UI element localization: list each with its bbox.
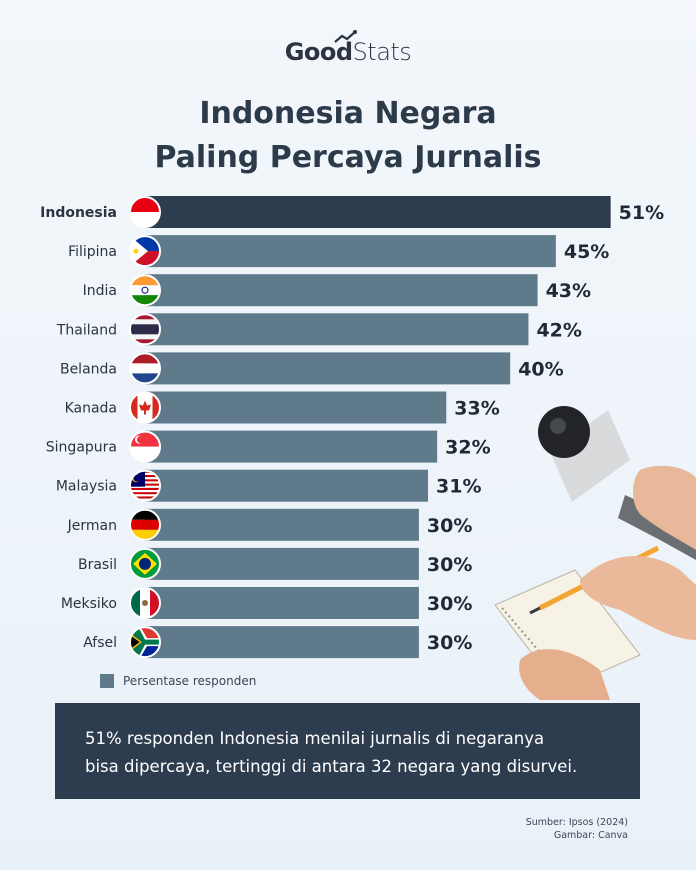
category-label: Thailand: [56, 322, 117, 338]
bar-jerman: [145, 508, 419, 541]
logo-good: Good: [284, 38, 353, 66]
value-label: 31%: [436, 476, 481, 498]
value-label: 51%: [619, 202, 664, 224]
legend-swatch: [100, 674, 114, 688]
title-line-2: Paling Percaya Jurnalis: [154, 140, 542, 175]
category-label: Brasil: [78, 557, 117, 573]
bar-belanda: [145, 352, 511, 385]
bar-kanada: [145, 391, 447, 424]
source-line-2: Gambar: Canva: [553, 830, 628, 841]
category-label: Singapura: [46, 440, 117, 456]
microphone-icon: [538, 406, 696, 560]
bar-india: [145, 274, 538, 307]
bar-thailand: [145, 313, 529, 346]
india-flag-icon: [129, 274, 161, 307]
category-label: India: [83, 283, 117, 299]
germany-flag-icon: [129, 508, 161, 541]
bar-chart: Indonesia 51% Filipina 45% India 43% Thailand 4…: [40, 196, 664, 659]
value-label: 30%: [427, 593, 472, 615]
category-label: Filipina: [68, 244, 117, 260]
bar-meksiko: [145, 587, 419, 619]
value-label: 32%: [445, 437, 490, 459]
malaysia-flag-icon: [129, 469, 161, 502]
value-label: 30%: [427, 515, 472, 537]
bar-filipina: [145, 235, 556, 268]
source-credit: Sumber: Ipsos (2024) Gambar: Canva: [526, 816, 628, 842]
category-label: Kanada: [65, 401, 117, 417]
canada-flag-icon: [129, 391, 161, 424]
value-label: 30%: [427, 632, 472, 654]
value-label: 30%: [427, 554, 472, 576]
writing-hand-icon: [519, 556, 696, 700]
bar-afsel: [145, 626, 419, 659]
journalist-illustration: [494, 406, 696, 700]
mexico-flag-icon: [129, 587, 161, 619]
value-label: 40%: [518, 358, 563, 380]
brazil-flag-icon: [129, 547, 161, 580]
value-label: 45%: [564, 241, 609, 263]
note-line-2: bisa dipercaya, tertinggi di antara 32 n…: [85, 757, 578, 776]
south-africa-flag-icon: [129, 626, 161, 659]
indonesia-flag-icon: [129, 196, 161, 228]
note-line-1: 51% responden Indonesia menilai jurnalis…: [85, 729, 545, 748]
bar-singapura: [145, 430, 438, 463]
chart-legend: Persentase responden: [100, 674, 256, 688]
category-label: Belanda: [60, 361, 117, 377]
logo-stats: Stats: [352, 38, 412, 66]
category-label: Meksiko: [61, 596, 117, 612]
bar-malaysia: [145, 469, 429, 502]
hand-icon: [633, 465, 696, 550]
philippines-flag-icon: [129, 235, 161, 268]
singapore-flag-icon: [129, 430, 161, 463]
value-label: 42%: [536, 319, 581, 341]
category-label: Jerman: [67, 518, 117, 534]
netherlands-flag-icon: [129, 352, 161, 385]
logo-spark-icon: [334, 30, 357, 43]
value-label: 33%: [454, 398, 499, 420]
source-line-1: Sumber: Ipsos (2024): [525, 817, 628, 828]
value-label: 43%: [546, 280, 591, 302]
title-line-1: Indonesia Negara: [199, 96, 497, 131]
bar-brasil: [145, 547, 419, 580]
summary-note: 51% responden Indonesia menilai jurnalis…: [55, 703, 640, 799]
thailand-flag-icon: [129, 313, 161, 346]
goodstats-logo: GoodStats: [0, 30, 696, 66]
category-label: Afsel: [83, 635, 117, 651]
category-label: Indonesia: [40, 205, 117, 221]
legend-label: Persentase responden: [123, 674, 257, 688]
bar-indonesia: [145, 196, 611, 228]
page-title: Indonesia Negara Paling Percaya Jurnalis: [0, 92, 696, 180]
category-label: Malaysia: [56, 479, 117, 495]
